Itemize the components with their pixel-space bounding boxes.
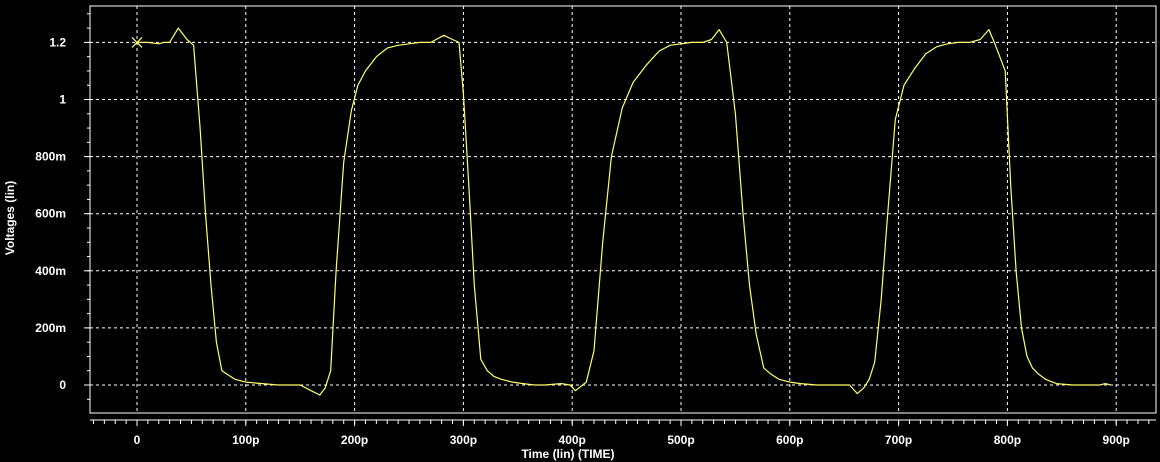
y-tick-label: 200m [35, 321, 66, 335]
series-line [137, 27, 1111, 396]
grid-lines [90, 6, 1156, 413]
x-tick-label: 400p [559, 433, 586, 447]
x-tick-label: 100p [232, 433, 259, 447]
x-tick-label: 300p [450, 433, 477, 447]
y-tick-labels: 0 200m 400m 600m 800m 1 1.2 [35, 35, 66, 392]
start-marker [131, 36, 143, 48]
y-tick-label: 600m [35, 207, 66, 221]
y-tick-label: 0 [59, 378, 66, 392]
x-axis-label: Time (lin) (TIME) [521, 447, 614, 461]
x-tick-label: 900p [1103, 433, 1130, 447]
x-tick-label: 800p [994, 433, 1021, 447]
x-tick-label: 700p [885, 433, 912, 447]
x-tick-label: 600p [776, 433, 803, 447]
plot-frame [89, 5, 1157, 414]
trace-layer [131, 27, 1111, 396]
y-tick-label: 400m [35, 264, 66, 278]
y-tick-label: 1.2 [49, 35, 66, 49]
x-tick-label: 500p [667, 433, 694, 447]
x-tick-label: 200p [341, 433, 368, 447]
x-tick-label: 0 [134, 433, 141, 447]
y-tick-label: 800m [35, 150, 66, 164]
y-axis-label: Voltages (lin) [3, 181, 17, 255]
y-tick-label: 1 [59, 93, 66, 107]
x-tick-labels: 0 100p 200p 300p 400p 500p 600p 700p 800p 900p [134, 433, 1130, 447]
